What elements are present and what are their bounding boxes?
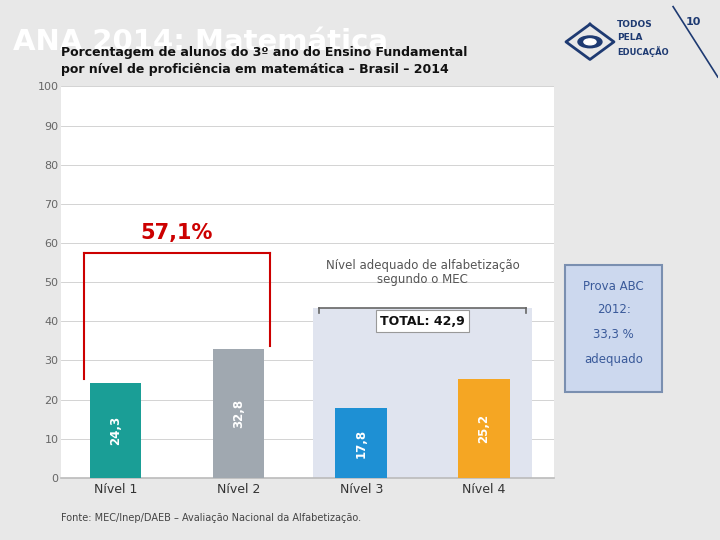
Bar xyxy=(90,383,141,478)
Text: segundo o MEC: segundo o MEC xyxy=(377,273,468,286)
FancyBboxPatch shape xyxy=(565,265,662,392)
Text: 2012:: 2012: xyxy=(597,302,631,315)
Bar xyxy=(458,379,510,478)
Text: 57,1%: 57,1% xyxy=(141,223,213,243)
Text: adequado: adequado xyxy=(585,353,643,366)
Text: 32,8: 32,8 xyxy=(232,399,245,428)
Text: EDUCAÇÃO: EDUCAÇÃO xyxy=(617,46,669,57)
Circle shape xyxy=(584,39,596,45)
Bar xyxy=(313,308,532,478)
Text: 17,8: 17,8 xyxy=(355,429,368,457)
Text: Porcentagem de alunos do 3º ano do Ensino Fundamental
por nível de proficiência : Porcentagem de alunos do 3º ano do Ensin… xyxy=(61,45,467,76)
Text: ANA 2014: Matemática: ANA 2014: Matemática xyxy=(13,28,388,56)
Text: 24,3: 24,3 xyxy=(109,416,122,445)
Text: 25,2: 25,2 xyxy=(477,414,490,443)
Text: 10: 10 xyxy=(686,17,701,28)
Text: TODOS: TODOS xyxy=(617,20,653,29)
Text: Fonte: MEC/Inep/DAEB – Avaliação Nacional da Alfabetização.: Fonte: MEC/Inep/DAEB – Avaliação Naciona… xyxy=(61,513,361,523)
Text: Prova ABC: Prova ABC xyxy=(583,280,644,293)
Text: Nível adequado de alfabetização: Nível adequado de alfabetização xyxy=(325,259,520,272)
Bar xyxy=(212,349,264,478)
Text: TOTAL: 42,9: TOTAL: 42,9 xyxy=(380,315,465,328)
Text: PELA: PELA xyxy=(617,33,643,43)
Bar xyxy=(336,408,387,478)
Circle shape xyxy=(578,36,602,48)
Text: 33,3 %: 33,3 % xyxy=(593,328,634,341)
